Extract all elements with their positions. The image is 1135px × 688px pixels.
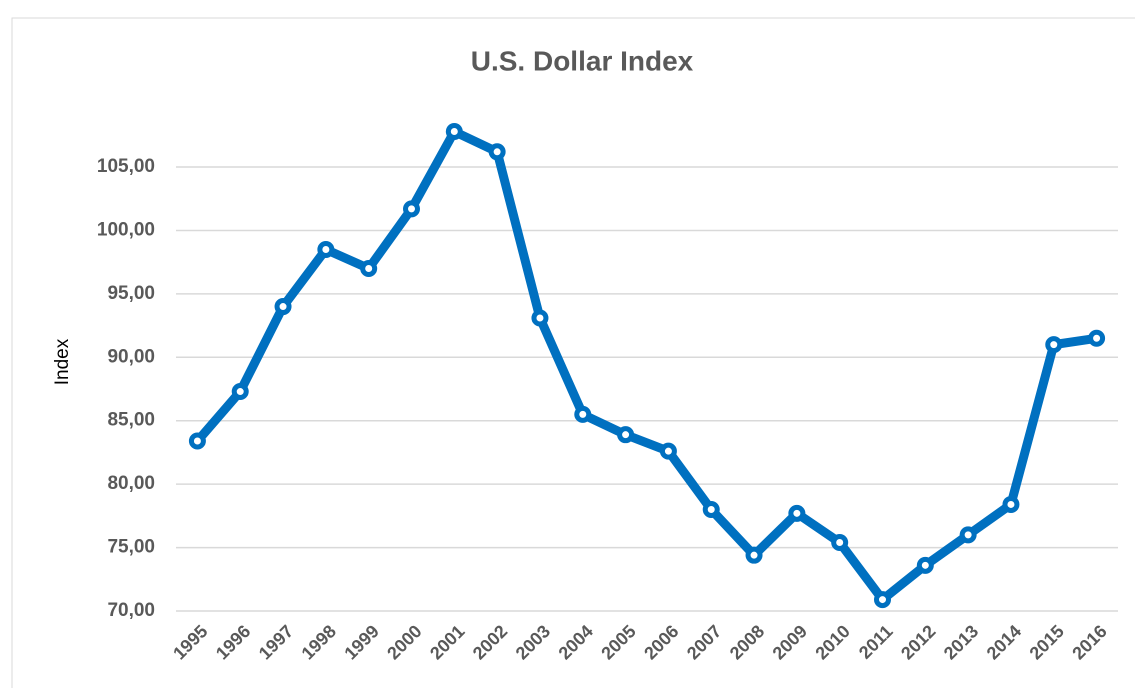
marker <box>617 426 635 444</box>
marker <box>659 442 677 460</box>
marker <box>231 383 249 401</box>
marker <box>916 556 934 574</box>
marker <box>531 309 549 327</box>
marker <box>574 405 592 423</box>
marker <box>188 432 206 450</box>
marker <box>1002 495 1020 513</box>
y-tick-label: 105,00 <box>97 156 155 177</box>
marker <box>745 546 763 564</box>
marker <box>274 298 292 316</box>
marker <box>317 240 335 258</box>
marker <box>831 534 849 552</box>
marker <box>702 501 720 519</box>
marker <box>788 504 806 522</box>
line <box>194 127 1098 605</box>
y-tick-label: 75,00 <box>107 537 155 558</box>
y-tick-label: 95,00 <box>107 283 155 304</box>
marker <box>1088 329 1106 347</box>
y-tick-label: 90,00 <box>107 346 155 367</box>
marker <box>1045 336 1063 354</box>
marker <box>360 260 378 278</box>
marker <box>959 526 977 544</box>
marker <box>874 591 891 609</box>
chart-border <box>11 17 1135 688</box>
chart-title: U.S. Dollar Index <box>471 45 694 76</box>
marker <box>403 200 420 218</box>
y-tick-label: 80,00 <box>107 473 155 494</box>
y-tick-label: 85,00 <box>107 410 155 431</box>
y-tick-label: 100,00 <box>97 219 155 240</box>
y-axis-label: Index <box>52 338 73 385</box>
y-tick-label: 70,00 <box>107 600 155 621</box>
marker <box>445 123 463 141</box>
marker <box>488 143 506 161</box>
